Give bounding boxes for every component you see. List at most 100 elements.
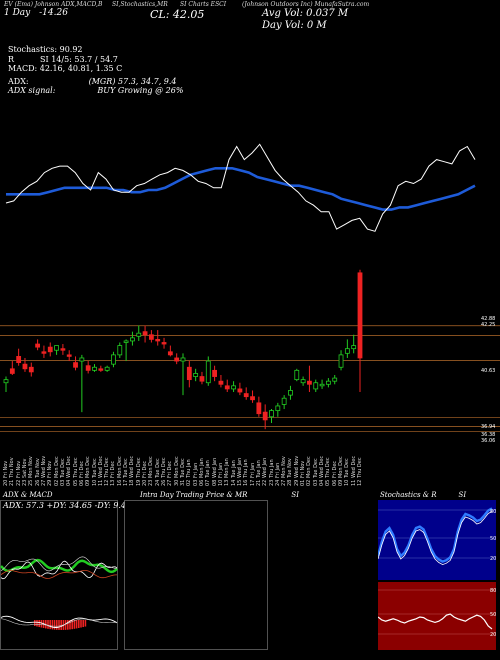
date-label: 03 Tue Dec: [59, 458, 66, 486]
date-label: 22 Wed Jan: [262, 457, 269, 486]
date-label: 21 Thu Nov: [9, 457, 16, 486]
date-label: 23 Mon Dec: [148, 456, 155, 486]
candle-body: [79, 357, 85, 362]
candle-body: [357, 272, 363, 359]
date-label: 16 Mon Dec: [116, 456, 123, 486]
date-label: 02 Mon Dec: [306, 456, 313, 486]
date-label: 17 Tue Dec: [123, 458, 130, 486]
date-label: 12 Thu Dec: [357, 457, 363, 486]
date-label: 08 Wed Jan: [211, 457, 218, 486]
candle-body: [262, 411, 268, 421]
date-label: 07 Tue Jan: [205, 460, 212, 486]
stoch-title-text: Stochastics & R: [380, 491, 437, 499]
date-label: 05 Thu Dec: [72, 457, 79, 486]
stoch-tick-50: 50: [490, 536, 497, 542]
candle-body: [212, 369, 218, 377]
candle-body: [35, 343, 41, 348]
macd-histogram-bar: [75, 620, 78, 629]
adx-signal-label: ADX signal:: [8, 86, 56, 95]
date-label: 27 Fri Dec: [167, 460, 174, 486]
day-change: 1 Day -14.26: [4, 8, 68, 18]
macd-histogram-bar: [36, 620, 38, 627]
candle-body: [142, 331, 148, 336]
candle-body: [288, 390, 293, 396]
candle-body: [250, 396, 255, 401]
date-label: 31 Tue Dec: [180, 458, 186, 486]
macd-histogram-bar: [80, 620, 82, 628]
candle-body: [344, 348, 350, 354]
day-change-label: 1 Day: [4, 8, 31, 18]
macd-histogram-bar: [34, 620, 36, 626]
intra-title-suffix: SI: [291, 491, 299, 499]
date-label: 04 Wed Dec: [66, 455, 73, 486]
macd-readout: MACD: 42.16, 40.81, 1.35 C: [8, 64, 123, 73]
candle-body: [16, 356, 22, 364]
candle-body: [205, 360, 211, 384]
price-level-1: 42.88: [481, 316, 496, 322]
candle-body: [9, 368, 15, 374]
date-label: 21 Tue Jan: [255, 460, 262, 486]
date-label: 20 Fri Dec: [142, 460, 149, 486]
macd-signal-line: [0, 618, 118, 627]
date-label: 03 Tue Dec: [312, 458, 319, 486]
price-level-4: 36.94: [481, 424, 496, 430]
macd-histogram-bar: [49, 620, 51, 630]
candle-body: [300, 379, 306, 384]
candle-body: [41, 351, 47, 354]
rsi-tick-80: 80: [490, 588, 497, 594]
date-label: 24 Tue Dec: [154, 458, 161, 486]
candle-body: [307, 380, 312, 385]
candle-body: [275, 405, 281, 411]
macd-histogram-bar: [71, 620, 73, 630]
intra-title-text: Intra Day Trading Price & MR: [140, 491, 248, 499]
macd-histogram-bar: [56, 620, 58, 630]
candle-body: [224, 385, 230, 390]
adx-signal-value: BUY Growing @ 26%: [97, 86, 184, 95]
candle-body: [256, 402, 262, 415]
candle-body: [281, 397, 287, 405]
date-label: 18 Wed Dec: [129, 455, 136, 486]
date-label: 15 Wed Jan: [236, 457, 243, 486]
candle-body: [174, 357, 180, 362]
date-label: 10 Tue Dec: [91, 458, 98, 486]
date-label: 06 Fri Dec: [331, 460, 338, 486]
macd-histogram-bar: [69, 620, 71, 630]
date-label: 26 Tue Nov: [34, 458, 41, 486]
candle-body: [98, 368, 104, 371]
adx-readout: ADX: (MGR) 57.3, 34.7, 9.4: [8, 77, 183, 87]
adx-line-2: [0, 556, 118, 572]
candle-body: [332, 377, 338, 382]
candle-body: [237, 388, 243, 393]
macd-histogram-bar: [73, 620, 76, 629]
price-level-2: 42.25: [481, 322, 496, 328]
adx-panel-readout: ADX: 57.3 +DY: 34.65 -DY: 9.41: [3, 501, 132, 510]
top-title-1: EV (Ema) Johnson ADX,MACD,B: [4, 1, 103, 8]
avg-volume: Avg Vol: 0.037 M: [262, 8, 349, 19]
candle-body: [193, 373, 199, 377]
date-label: 03 Fri Jan: [192, 462, 199, 486]
price-level-6: 36.06: [481, 438, 496, 444]
date-label: 25 Mon Nov: [28, 456, 35, 486]
date-label: 24 Fri Jan: [274, 462, 281, 486]
candle-body: [123, 340, 129, 343]
macd-histogram-bar: [67, 620, 69, 630]
stoch-title: Stochastics & R SI: [380, 491, 466, 499]
adx-value: (MGR) 57.3, 34.7, 9.4: [88, 76, 177, 86]
date-label: 10 Fri Jan: [217, 462, 224, 486]
sma-line: [6, 167, 476, 211]
candle-body: [199, 376, 205, 382]
date-label: 16 Thu Jan: [243, 459, 250, 486]
date-label: 14 Tue Jan: [230, 460, 237, 486]
candle-body: [325, 380, 331, 385]
price-level-3: 40.63: [481, 368, 496, 374]
rsi-readout: R SI 14/5: 53.7 / 54.7: [8, 55, 183, 65]
stoch-d-line: [378, 511, 493, 566]
adx-line: [0, 560, 118, 580]
candle-body: [136, 332, 142, 337]
adx-macd-panel: [0, 500, 118, 650]
candle-body: [28, 366, 34, 373]
macd-histogram-bar: [84, 620, 87, 627]
date-label: 22 Fri Nov: [15, 460, 22, 486]
date-label: 02 Thu Jan: [186, 459, 193, 486]
adx-label: ADX:: [8, 76, 29, 86]
